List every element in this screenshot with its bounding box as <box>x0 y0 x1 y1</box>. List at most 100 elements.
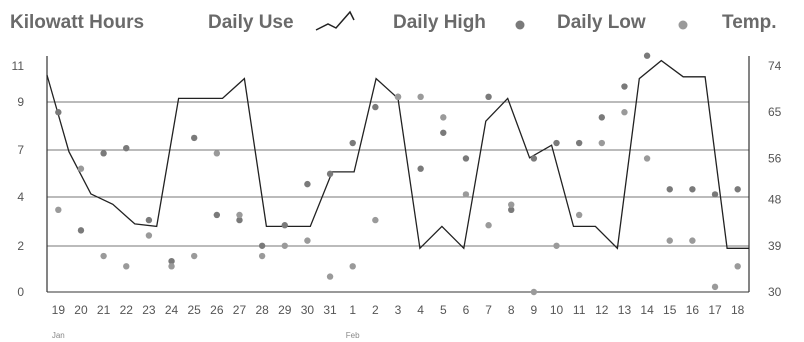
x-tick-label: 8 <box>508 303 515 317</box>
daily-low-point <box>372 216 379 224</box>
daily-high-point <box>643 52 651 59</box>
legend-daily-low: Daily Low <box>557 12 646 33</box>
daily-high-point <box>349 139 356 147</box>
daily-low-point <box>55 206 62 214</box>
daily-high-point <box>258 242 266 249</box>
daily-low-point <box>643 155 651 162</box>
left-axis-ticks: 0 2 4 7 9 11 <box>12 59 25 299</box>
daily-low-point <box>326 273 334 280</box>
x-tick-label: 25 <box>188 303 202 317</box>
chart-title: Kilowatt Hours <box>10 12 145 33</box>
daily-low-point <box>530 288 538 296</box>
daily-high-point <box>530 155 538 162</box>
x-tick-label: 6 <box>463 303 470 317</box>
daily-high-point <box>281 222 288 229</box>
daily-high-point <box>213 211 221 219</box>
daily-high-point <box>462 155 470 162</box>
daily-high-point <box>485 93 492 101</box>
x-tick-label: 14 <box>640 303 654 317</box>
x-tick-label: 28 <box>255 303 269 317</box>
daily-high-point <box>508 206 515 214</box>
left-tick-label: 4 <box>17 190 24 204</box>
x-tick-label: 13 <box>618 303 632 317</box>
daily-high-point <box>598 114 606 121</box>
x-tick-label: 10 <box>550 303 564 317</box>
x-tick-label: 2 <box>372 303 379 317</box>
x-tick-label: 21 <box>97 303 111 317</box>
x-tick-label: 23 <box>142 303 156 317</box>
daily-low-point <box>394 93 402 101</box>
right-tick-label: 56 <box>768 151 782 165</box>
daily-low-point <box>304 237 311 244</box>
daily-low-point <box>711 283 719 291</box>
x-tick-label: 18 <box>731 303 745 317</box>
daily-low-point <box>575 211 583 219</box>
daily-high-point <box>55 109 62 116</box>
daily-low-point <box>598 139 606 147</box>
x-tick-label: 15 <box>663 303 677 317</box>
daily-low-point <box>281 242 288 249</box>
x-tick-label: 22 <box>120 303 134 317</box>
low-dot-icon <box>676 18 690 37</box>
plot-area <box>46 52 749 296</box>
x-tick-label: 5 <box>440 303 447 317</box>
legend-temp: Temp. <box>722 12 777 33</box>
x-tick-label: 16 <box>686 303 700 317</box>
axes <box>46 56 750 293</box>
daily-high-point <box>734 186 741 193</box>
daily-high-point <box>100 150 107 157</box>
x-tick-label: 3 <box>395 303 402 317</box>
daily-high-point <box>145 216 153 224</box>
left-tick-label: 9 <box>17 95 24 109</box>
daily-high-point <box>190 134 198 142</box>
left-tick-label: 11 <box>12 59 25 73</box>
x-tick-label: 29 <box>278 303 292 317</box>
x-tick-label: 19 <box>52 303 66 317</box>
x-tick-label: 27 <box>233 303 247 317</box>
daily-high-point <box>77 227 85 234</box>
daily-high-point <box>711 191 719 198</box>
daily-low-point <box>236 211 243 219</box>
daily-low-point <box>440 114 447 121</box>
right-axis-ticks: 30 39 48 56 65 74 <box>768 59 782 299</box>
daily-low-point <box>508 201 515 208</box>
daily-low-point <box>734 263 741 270</box>
x-tick-label: 11 <box>573 303 586 317</box>
daily-high-point <box>168 257 175 265</box>
daily-high-point <box>372 103 379 111</box>
right-tick-label: 30 <box>768 285 782 299</box>
daily-high-point <box>440 129 447 136</box>
daily-low-point <box>462 191 470 198</box>
x-tick-label: 9 <box>531 303 538 317</box>
daily-low-point <box>485 222 492 229</box>
x-tick-label: 12 <box>595 303 609 317</box>
high-dot-icon <box>513 18 527 37</box>
daily-high-point <box>417 165 424 172</box>
daily-low-point <box>666 237 673 244</box>
daily-low-point <box>689 237 696 244</box>
daily-low-point <box>258 252 266 260</box>
daily-high-point <box>553 139 560 147</box>
daily-low-point <box>417 93 424 101</box>
daily-high-point <box>304 180 311 188</box>
daily-low-point <box>621 109 628 116</box>
daily-low-point <box>123 263 130 270</box>
legend: Kilowatt Hours Daily Use Daily High Dail… <box>0 6 804 36</box>
x-tick-label: 17 <box>708 303 722 317</box>
right-tick-label: 48 <box>768 193 782 207</box>
left-tick-label: 2 <box>17 239 24 253</box>
daily-low-point <box>190 252 198 260</box>
daily-high-point <box>666 186 673 193</box>
daily-use-line <box>46 59 749 250</box>
x-tick-label: 30 <box>301 303 315 317</box>
daily-low-point <box>349 263 356 270</box>
daily-low-point <box>553 242 560 249</box>
month-label: Feb <box>346 331 360 340</box>
x-tick-label: 20 <box>74 303 88 317</box>
daily-high-point <box>575 139 583 147</box>
daily-high-point <box>236 216 243 224</box>
x-tick-label: 4 <box>417 303 424 317</box>
x-tick-label: 31 <box>323 303 337 317</box>
daily-low-point <box>213 150 221 157</box>
